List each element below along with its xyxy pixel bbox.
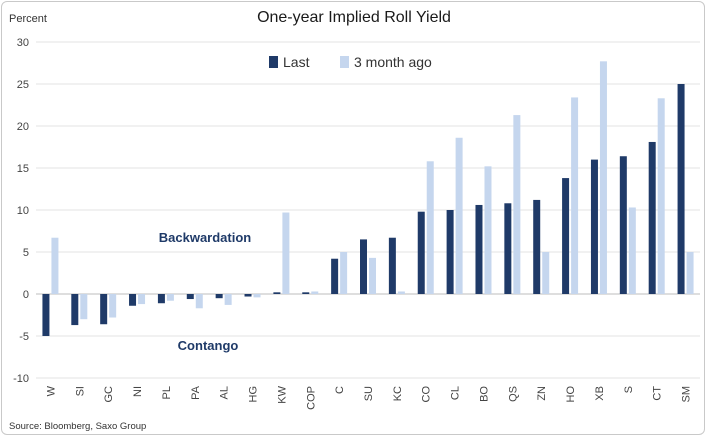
gridlines [36,41,700,379]
bar-3-month-ago-kw [282,212,290,294]
y-tick-label: 10 [17,205,29,217]
y-tick-label: 20 [17,121,29,133]
x-tick-label: SU [363,386,375,401]
bar-3-month-ago-c [340,252,348,294]
y-tick-label: -10 [13,373,29,385]
legend-swatch-last [269,56,278,68]
bar-last-cl [446,210,454,294]
bar-3-month-ago-zn [542,252,550,294]
bar-last-gc [100,294,108,325]
x-tick-label: C [334,386,346,394]
bar-last-cop [302,292,310,294]
bar-3-month-ago-hg [253,294,261,298]
x-tick-label: BO [478,386,490,402]
annotation-backwardation: Backwardation [159,230,252,245]
bar-3-month-ago-pl [166,294,174,301]
x-tick-labels: W SI GC NI PL PA AL HG KW COP C SU KC CO CL BO QS ZN HO XB S… [45,385,692,410]
bar-last-si [71,294,79,326]
legend: Last 3 month ago [269,54,432,70]
bar-last-xb [590,159,598,294]
bar-3-month-ago-su [369,257,376,294]
bar-last-kw [273,292,281,294]
x-tick-label: ZN [536,386,548,401]
bar-last-kc [388,237,396,294]
bar-last-sm [677,84,685,294]
bar-last-pl [157,294,165,304]
x-tick-label: AL [219,386,231,399]
bar-3-month-ago-al [224,294,232,305]
x-tick-label: W [45,385,57,396]
chart-title: One-year Implied Roll Yield [257,9,451,26]
x-tick-label: KW [276,385,288,403]
bar-last-al [215,294,223,299]
y-tick-label: 30 [17,37,29,49]
bar-3-month-ago-xb [599,61,607,294]
bar-3-month-ago-cop [311,291,319,294]
y-tick-label: 15 [17,163,29,175]
x-tick-label: PL [161,386,173,399]
x-tick-label: PA [190,385,202,400]
x-tick-label: SM [681,386,693,403]
bar-last-qs [504,203,512,294]
x-tick-label: GC [103,386,115,403]
x-tick-label: CO [421,386,433,403]
bar-last-pa [186,294,194,300]
source-note: Source: Bloomberg, Saxo Group [9,421,146,432]
y-tick-label: 5 [23,247,29,259]
x-tick-label: HG [248,386,260,403]
bar-last-bo [475,204,483,294]
x-tick-label: QS [507,386,519,402]
y-tick-label: 0 [23,289,29,301]
bar-3-month-ago-ct [657,98,665,294]
y-axis-label: Percent [9,13,47,25]
x-tick-label: SI [74,386,86,396]
bar-last-ni [129,294,137,306]
x-tick-label: COP [305,386,317,410]
x-tick-label: CL [450,386,462,400]
legend-swatch-3-month-ago [340,56,349,68]
bar-3-month-ago-pa [195,294,203,309]
bar-last-s [619,156,627,294]
bar-3-month-ago-ho [571,97,579,294]
x-tick-label: CT [652,386,664,401]
x-tick-label: NI [132,386,144,397]
bar-last-zn [533,199,541,294]
x-tick-label: XB [594,386,606,401]
bar-last-su [360,239,367,294]
bars [42,61,694,336]
bar-3-month-ago-cl [455,137,463,294]
bar-last-ct [648,141,656,294]
legend-label-3-month-ago: 3 month ago [354,54,432,70]
x-tick-label: KC [392,386,404,401]
bar-3-month-ago-co [426,161,434,294]
bar-3-month-ago-sm [686,252,694,294]
bar-3-month-ago-qs [513,115,521,294]
bar-3-month-ago-si [80,294,88,320]
x-tick-label: HO [565,386,577,403]
bar-last-w [42,294,50,336]
x-tick-label: S [623,386,635,393]
bar-3-month-ago-ni [138,294,146,305]
bar-last-co [417,211,425,294]
bar-last-ho [562,178,570,294]
bar-3-month-ago-bo [484,166,492,294]
bar-last-hg [244,294,252,297]
y-tick-label: 25 [17,79,29,91]
bar-3-month-ago-s [628,207,636,294]
legend-label-last: Last [283,54,310,70]
y-tick-label: -5 [19,331,29,343]
annotation-contango: Contango [178,338,239,353]
bar-last-c [331,258,339,294]
y-tick-labels: -10 -5 0 5 10 15 20 25 30 [13,37,29,385]
bar-3-month-ago-w [51,237,59,294]
bar-3-month-ago-gc [109,294,117,318]
bar-3-month-ago-kc [397,291,405,294]
